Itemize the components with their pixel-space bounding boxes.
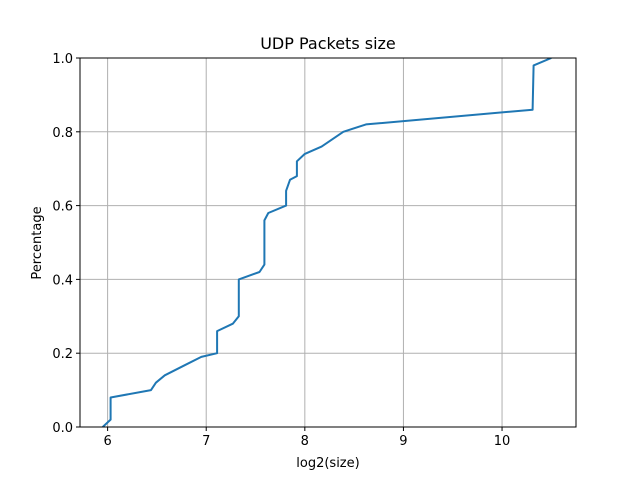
series-line bbox=[102, 58, 552, 427]
x-tick-label: 9 bbox=[399, 434, 407, 449]
y-axis-label: Percentage bbox=[30, 206, 45, 279]
series-layer bbox=[102, 58, 552, 427]
x-tick-label: 6 bbox=[103, 434, 111, 449]
x-tick-label: 7 bbox=[202, 434, 210, 449]
y-tick-label: 1.0 bbox=[52, 52, 73, 67]
y-tick-label: 0.0 bbox=[52, 421, 73, 436]
y-tick-label: 0.2 bbox=[52, 347, 73, 362]
y-tick-label: 0.8 bbox=[52, 126, 73, 141]
x-tick-label: 8 bbox=[301, 434, 309, 449]
x-tick-label: 10 bbox=[494, 434, 511, 449]
x-axis-label: log2(size) bbox=[296, 456, 359, 471]
y-tick-label: 0.6 bbox=[52, 200, 73, 215]
plot-frame bbox=[79, 57, 577, 428]
chart-title: UDP Packets size bbox=[260, 34, 396, 53]
tick-layer: 6 7 8 9 10 0.0 0.2 0.4 0.6 0.8 1.0 bbox=[52, 52, 510, 449]
y-tick-label: 0.4 bbox=[52, 273, 73, 288]
